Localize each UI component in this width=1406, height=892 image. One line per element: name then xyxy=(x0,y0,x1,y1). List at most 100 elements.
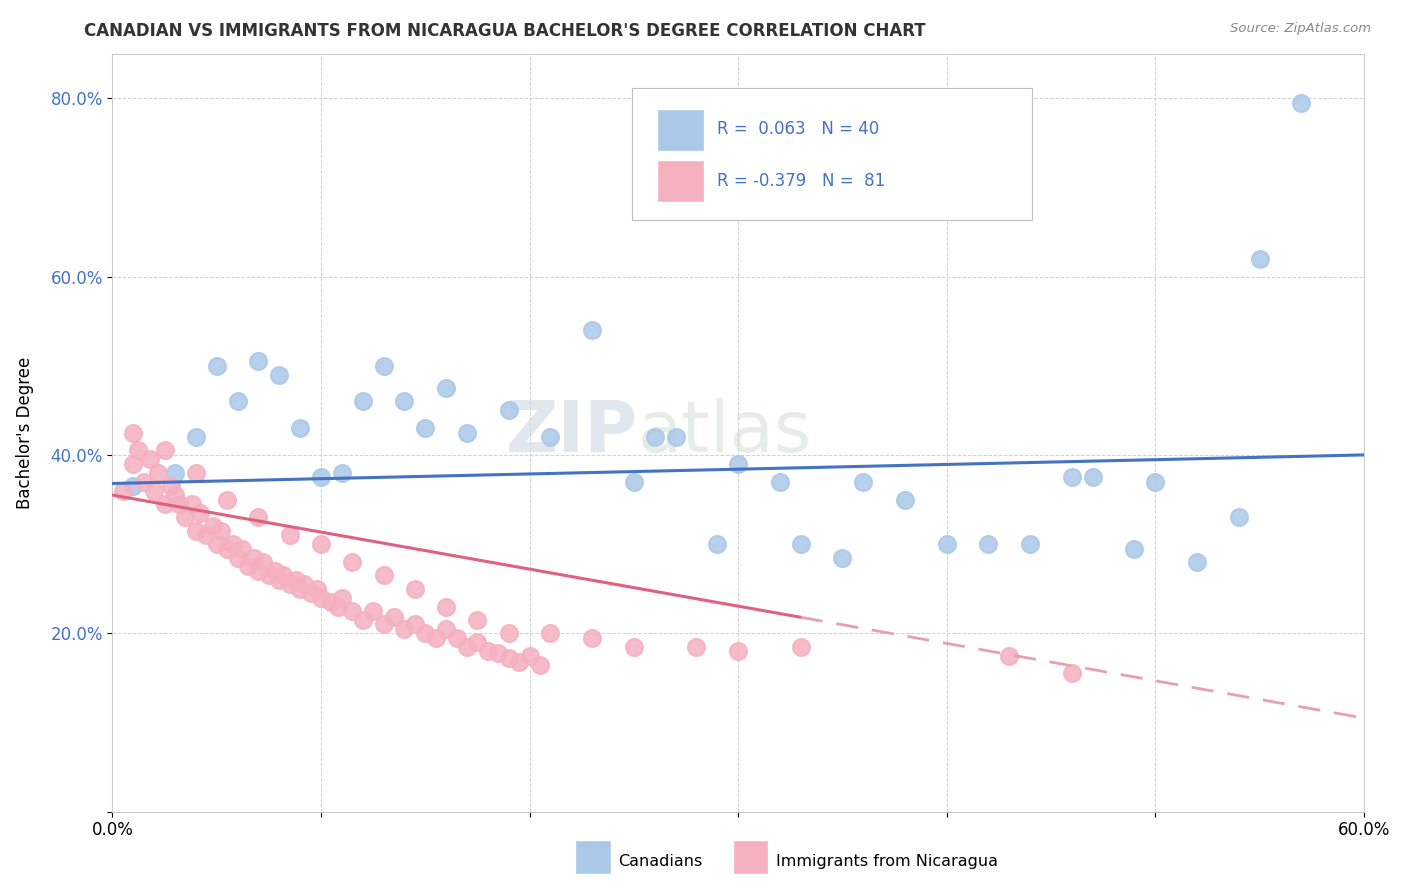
Point xyxy=(292,577,315,591)
FancyBboxPatch shape xyxy=(575,839,610,874)
Point xyxy=(404,582,426,596)
Y-axis label: Bachelor's Degree: Bachelor's Degree xyxy=(15,357,34,508)
Point xyxy=(269,368,291,382)
Point xyxy=(174,510,197,524)
Point xyxy=(413,626,436,640)
Point xyxy=(434,622,457,636)
Point xyxy=(623,475,645,489)
Point xyxy=(184,524,207,538)
Point xyxy=(977,537,1000,551)
Point xyxy=(361,604,384,618)
Point xyxy=(382,610,405,624)
Point xyxy=(685,640,707,654)
Text: Canadians: Canadians xyxy=(619,854,702,869)
Point xyxy=(122,457,145,471)
Point xyxy=(538,626,561,640)
Point xyxy=(706,537,728,551)
Point xyxy=(425,631,447,645)
Point xyxy=(226,394,249,409)
Point xyxy=(352,394,374,409)
Point xyxy=(309,591,332,605)
Point xyxy=(217,492,239,507)
Point xyxy=(217,541,239,556)
Point xyxy=(205,359,228,373)
Point xyxy=(498,403,520,417)
Point xyxy=(278,577,301,591)
Point xyxy=(467,613,489,627)
Point xyxy=(519,648,541,663)
Text: CANADIAN VS IMMIGRANTS FROM NICARAGUA BACHELOR'S DEGREE CORRELATION CHART: CANADIAN VS IMMIGRANTS FROM NICARAGUA BA… xyxy=(84,22,927,40)
Point xyxy=(373,617,395,632)
Point xyxy=(153,443,176,458)
Point xyxy=(394,622,416,636)
Point xyxy=(434,381,457,395)
Point xyxy=(201,519,224,533)
Point xyxy=(665,430,688,444)
Text: R =  0.063   N = 40: R = 0.063 N = 40 xyxy=(717,120,879,138)
Point xyxy=(195,528,218,542)
Point xyxy=(727,644,749,658)
Point xyxy=(1249,252,1271,266)
Point xyxy=(1185,555,1208,569)
Point xyxy=(1144,475,1167,489)
Point xyxy=(226,550,249,565)
Point xyxy=(434,599,457,614)
Point xyxy=(290,421,312,435)
Point xyxy=(852,475,875,489)
Point xyxy=(467,635,489,649)
Point xyxy=(309,537,332,551)
Point xyxy=(404,617,426,632)
Point xyxy=(184,466,207,480)
Point xyxy=(326,599,349,614)
Text: atlas: atlas xyxy=(638,398,813,467)
Point xyxy=(132,475,155,489)
Point xyxy=(394,394,416,409)
Point xyxy=(163,488,186,502)
Point xyxy=(1081,470,1104,484)
Point xyxy=(456,425,478,440)
Point xyxy=(273,568,295,582)
Point xyxy=(299,586,322,600)
Text: Source: ZipAtlas.com: Source: ZipAtlas.com xyxy=(1230,22,1371,36)
Point xyxy=(127,443,149,458)
Point xyxy=(581,323,603,337)
Point xyxy=(247,354,270,368)
Point xyxy=(143,483,166,498)
Point xyxy=(790,640,813,654)
Point xyxy=(236,559,259,574)
Point xyxy=(1019,537,1042,551)
Point xyxy=(529,657,551,672)
Point xyxy=(290,582,312,596)
Point xyxy=(1227,510,1250,524)
Point xyxy=(167,497,190,511)
Point xyxy=(486,646,509,660)
Point xyxy=(257,568,280,582)
Text: R = -0.379   N =  81: R = -0.379 N = 81 xyxy=(717,172,886,190)
Point xyxy=(278,528,301,542)
Point xyxy=(373,568,395,582)
Point xyxy=(269,573,291,587)
Point xyxy=(222,537,245,551)
Point xyxy=(413,421,436,435)
Point xyxy=(209,524,232,538)
Point xyxy=(160,479,183,493)
Point xyxy=(247,564,270,578)
Point xyxy=(1060,666,1083,681)
Point xyxy=(998,648,1021,663)
Point xyxy=(231,541,253,556)
Point xyxy=(894,492,917,507)
Point xyxy=(247,510,270,524)
Point xyxy=(305,582,328,596)
Point xyxy=(727,457,749,471)
Point xyxy=(205,537,228,551)
Point xyxy=(935,537,957,551)
Point xyxy=(508,655,530,669)
Point xyxy=(456,640,478,654)
Point xyxy=(373,359,395,373)
Point xyxy=(790,537,813,551)
Point xyxy=(252,555,274,569)
Point xyxy=(352,613,374,627)
Point xyxy=(446,631,468,645)
Point xyxy=(644,430,666,444)
Text: ZIP: ZIP xyxy=(506,398,638,467)
